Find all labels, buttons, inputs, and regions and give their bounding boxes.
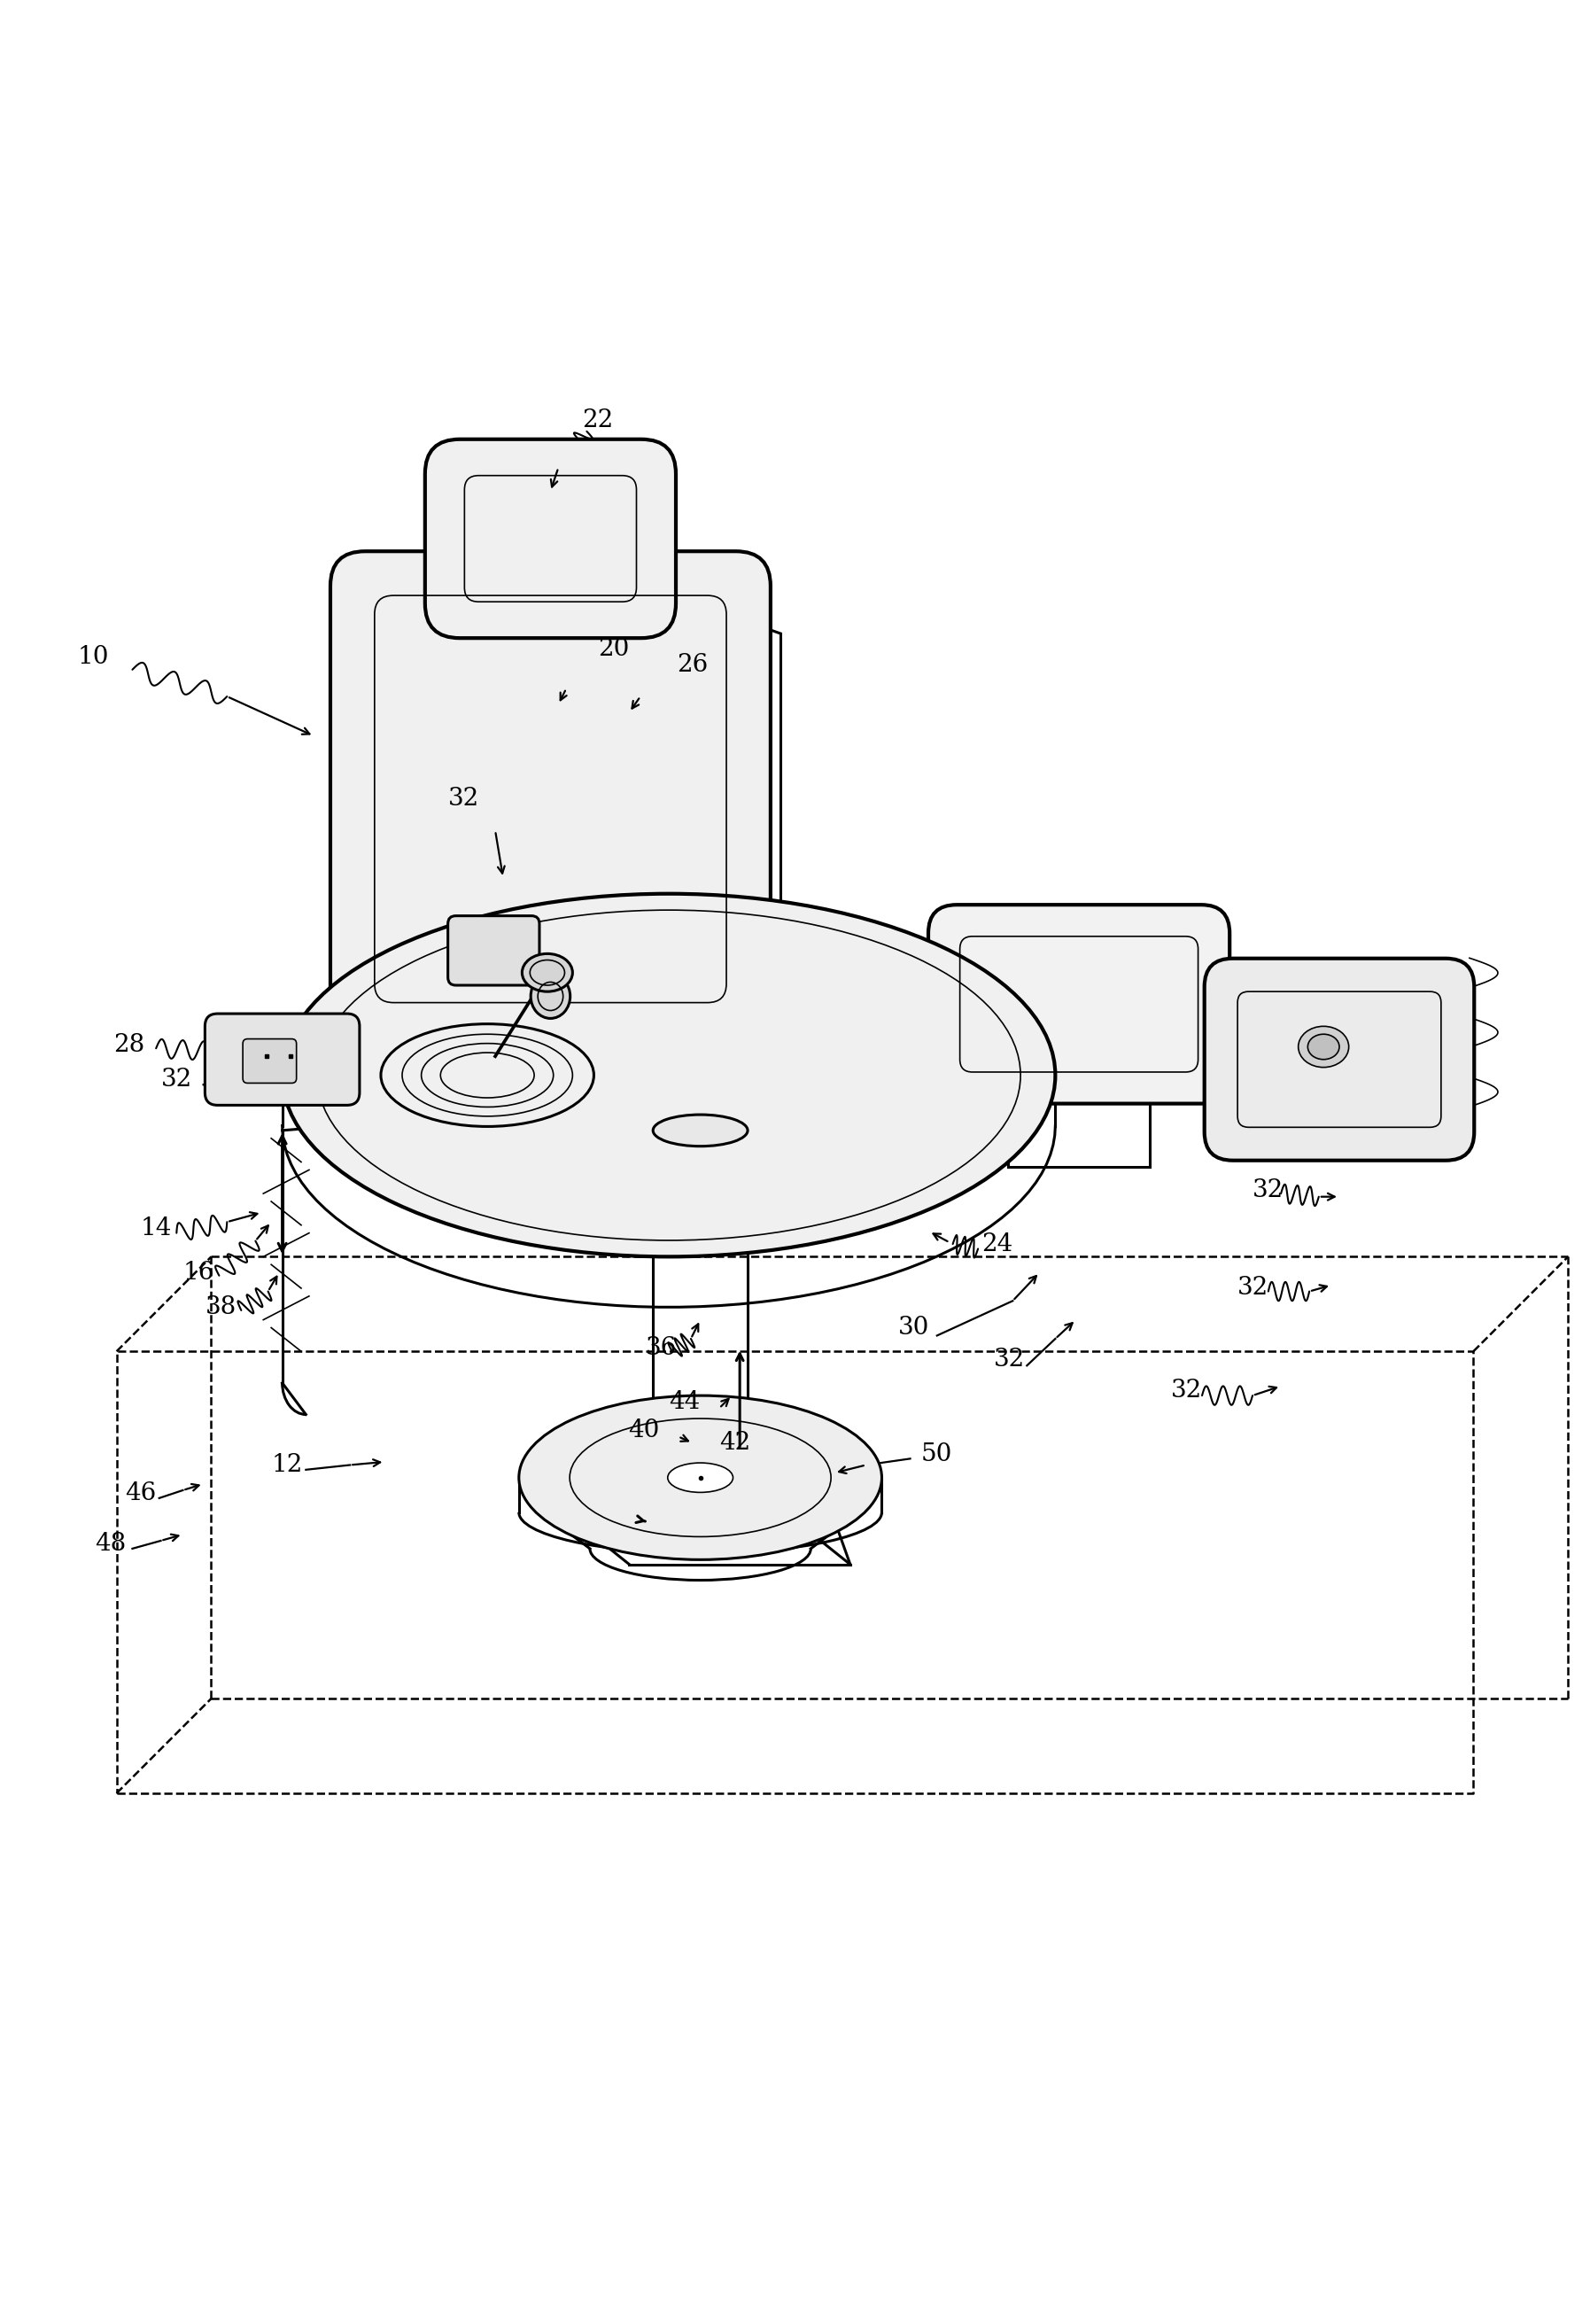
FancyBboxPatch shape — [1204, 957, 1474, 1160]
Ellipse shape — [522, 953, 572, 992]
Ellipse shape — [1299, 1027, 1348, 1067]
Ellipse shape — [518, 1394, 882, 1559]
Text: 50: 50 — [921, 1441, 952, 1466]
Text: 40: 40 — [628, 1418, 660, 1443]
FancyBboxPatch shape — [425, 439, 676, 639]
Text: 38: 38 — [205, 1294, 237, 1320]
FancyBboxPatch shape — [929, 904, 1229, 1104]
Text: 44: 44 — [669, 1390, 700, 1413]
Text: 20: 20 — [598, 637, 630, 660]
FancyBboxPatch shape — [243, 1039, 296, 1083]
Text: 10: 10 — [78, 646, 108, 669]
Text: 34: 34 — [509, 1141, 539, 1167]
Text: 24: 24 — [981, 1232, 1013, 1255]
FancyBboxPatch shape — [448, 916, 539, 985]
Text: 32: 32 — [1253, 1178, 1283, 1202]
Text: 32: 32 — [994, 1348, 1026, 1371]
Text: 32: 32 — [561, 953, 593, 976]
Ellipse shape — [668, 1462, 733, 1492]
Text: 32: 32 — [1170, 1378, 1202, 1404]
FancyBboxPatch shape — [590, 1455, 811, 1534]
Text: 14: 14 — [140, 1215, 172, 1241]
Text: 22: 22 — [582, 409, 614, 432]
Text: 18: 18 — [944, 1078, 976, 1104]
FancyBboxPatch shape — [331, 551, 771, 1046]
Ellipse shape — [653, 1116, 747, 1146]
FancyBboxPatch shape — [205, 1013, 359, 1106]
Text: 32: 32 — [161, 1069, 192, 1092]
Text: 16: 16 — [183, 1260, 215, 1285]
Text: 28: 28 — [113, 1034, 145, 1057]
Text: 42: 42 — [719, 1432, 750, 1455]
Text: 32: 32 — [1237, 1276, 1269, 1299]
Text: 32: 32 — [448, 788, 479, 811]
Text: 48: 48 — [95, 1532, 126, 1555]
Ellipse shape — [283, 895, 1056, 1257]
Text: 30: 30 — [898, 1315, 929, 1339]
Ellipse shape — [1307, 1034, 1339, 1060]
Text: 12: 12 — [272, 1452, 302, 1478]
Text: 46: 46 — [124, 1480, 156, 1506]
Text: 26: 26 — [677, 653, 708, 676]
Ellipse shape — [531, 974, 571, 1018]
Text: 36: 36 — [646, 1336, 676, 1360]
